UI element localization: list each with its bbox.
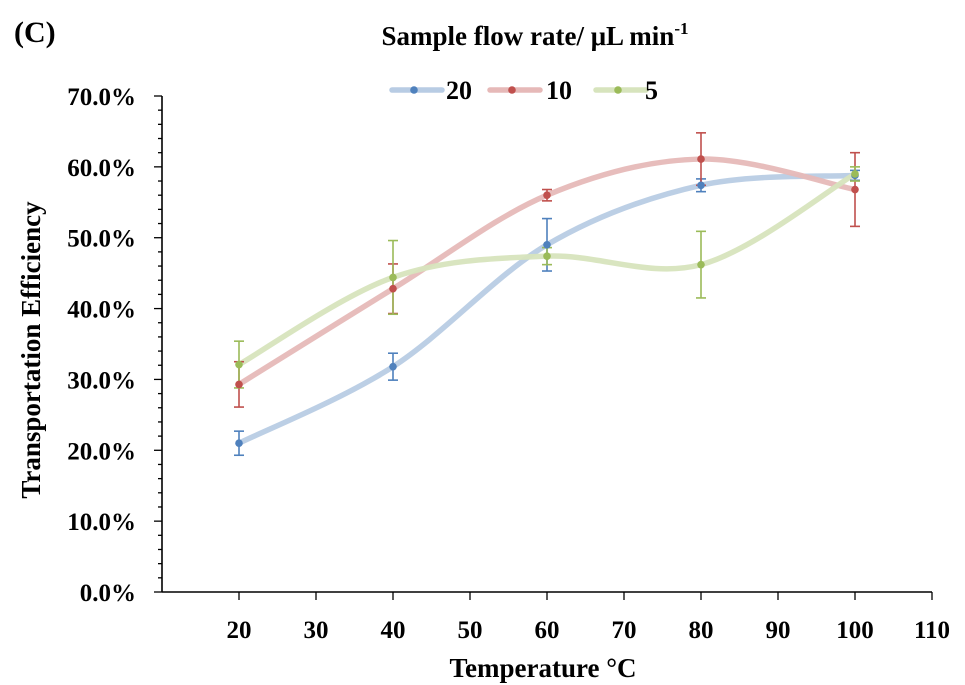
data-point — [235, 380, 243, 389]
legend-label: 10 — [546, 76, 572, 105]
data-point — [543, 252, 551, 260]
data-point — [851, 185, 859, 194]
x-tick-label: 80 — [689, 617, 714, 644]
x-tick-label: 70 — [612, 617, 637, 644]
x-tick-label: 100 — [836, 617, 874, 644]
data-point — [543, 191, 551, 199]
legend-marker — [508, 86, 516, 94]
x-axis-label: Temperature °C — [449, 653, 636, 683]
y-tick-label: 50.0% — [67, 226, 136, 253]
legend-label: 5 — [645, 76, 658, 105]
panel-label: (C) — [14, 16, 56, 49]
legend-marker — [614, 86, 622, 94]
x-tick-label: 110 — [914, 617, 950, 644]
error-bars — [234, 132, 860, 457]
axes: 0.0% 10.0% 20.0% 30.0% 40.0% 50.0% 60.0% 70.0% 2… — [67, 84, 950, 644]
legend-title-text: Sample flow rate/ μL min — [382, 21, 675, 51]
x-tick-label: 30 — [304, 617, 329, 644]
data-point — [851, 170, 859, 178]
data-point — [389, 273, 397, 282]
y-axis-label: Transportation Efficiency — [16, 201, 46, 499]
x-tick-label: 60 — [535, 617, 560, 644]
data-point — [697, 181, 705, 190]
series-line-20 — [236, 172, 858, 446]
legend: 20 10 5 — [389, 76, 658, 105]
x-tick-label: 90 — [766, 617, 791, 644]
legend-title-superscript: -1 — [674, 19, 688, 38]
data-point — [543, 241, 551, 249]
y-tick-label: 10.0% — [67, 509, 136, 536]
x-tick-label: 50 — [458, 617, 483, 644]
legend-title: Sample flow rate/ μL min-1 — [382, 19, 689, 51]
data-point — [697, 155, 705, 163]
markers — [235, 155, 859, 448]
y-tick-label: 30.0% — [67, 367, 136, 394]
x-tick-label: 20 — [227, 617, 252, 644]
data-point — [697, 260, 705, 269]
data-point — [235, 439, 243, 448]
data-point — [389, 362, 397, 371]
y-tick-label: 40.0% — [67, 297, 136, 324]
y-tick-label: 20.0% — [67, 438, 136, 465]
y-tick-label: 0.0% — [80, 580, 136, 607]
y-tick-label: 70.0% — [67, 84, 136, 111]
data-point — [389, 284, 397, 293]
data-point — [235, 360, 243, 369]
legend-label: 20 — [446, 76, 472, 105]
legend-marker — [410, 86, 418, 94]
y-tick-label: 60.0% — [67, 155, 136, 182]
x-tick-label: 40 — [381, 617, 406, 644]
